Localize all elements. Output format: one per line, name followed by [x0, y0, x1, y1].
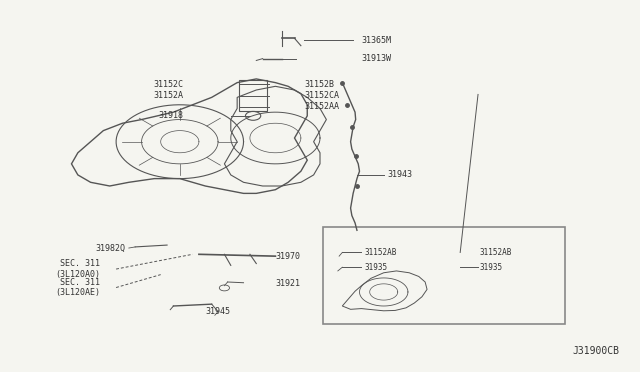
- Text: SEC. 311
(3L120A0): SEC. 311 (3L120A0): [55, 259, 100, 279]
- Text: 31152A: 31152A: [153, 91, 183, 100]
- Text: 31970: 31970: [275, 251, 300, 261]
- Text: 31918: 31918: [158, 111, 183, 121]
- Text: 31943: 31943: [387, 170, 412, 179]
- Text: SEC. 311
(3L120AE): SEC. 311 (3L120AE): [55, 278, 100, 297]
- Text: 31365M: 31365M: [362, 36, 392, 45]
- Text: 31152AA: 31152AA: [304, 102, 339, 111]
- Text: 31935: 31935: [365, 263, 388, 272]
- Text: 31152B: 31152B: [304, 80, 334, 89]
- Bar: [323, 227, 565, 324]
- Text: 31913W: 31913W: [362, 54, 392, 63]
- Text: 31152CA: 31152CA: [304, 91, 339, 100]
- Text: 31921: 31921: [275, 279, 300, 288]
- Text: 31982Q: 31982Q: [95, 244, 125, 253]
- Text: J31900CB: J31900CB: [573, 346, 620, 356]
- Text: 31945: 31945: [205, 307, 230, 316]
- Text: 31935: 31935: [479, 263, 502, 272]
- Text: 31152AB: 31152AB: [479, 248, 512, 257]
- Text: 31152C: 31152C: [153, 80, 183, 89]
- Text: 31152AB: 31152AB: [365, 248, 397, 257]
